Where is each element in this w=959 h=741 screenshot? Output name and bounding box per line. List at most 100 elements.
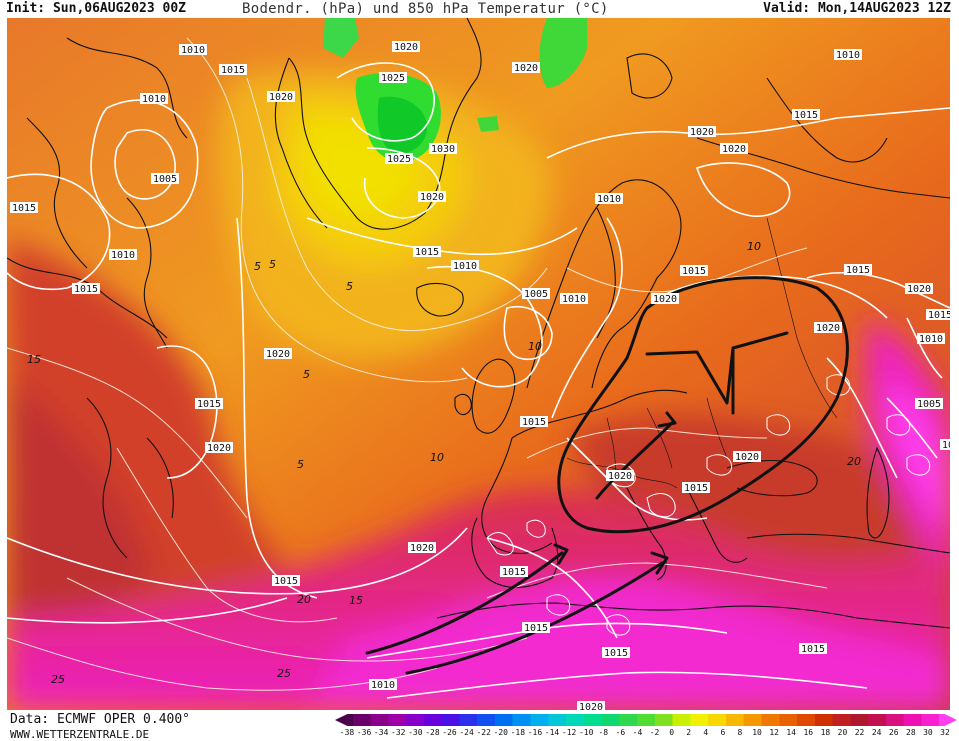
isobar-label: 1020	[606, 470, 634, 482]
svg-text:1020: 1020	[816, 323, 840, 334]
temperature-isolines	[7, 37, 828, 691]
isobar-label: 1015	[792, 109, 820, 121]
scale-tick-label: -30	[408, 728, 423, 737]
scale-tick-label: -20	[493, 728, 508, 737]
scale-tick-label: 22	[854, 728, 865, 737]
scale-tick-label: 0	[669, 728, 675, 737]
svg-text:1015: 1015	[928, 310, 950, 321]
svg-text:1015: 1015	[502, 567, 526, 578]
svg-text:1010: 1010	[453, 261, 477, 272]
annotation-arrow-2-head	[553, 543, 569, 565]
scale-tick-label: 10	[752, 728, 762, 737]
svg-text:1015: 1015	[684, 483, 708, 494]
isobar-label: 1020	[651, 293, 679, 305]
isobar-label: 1020	[720, 143, 748, 155]
svg-text:1015: 1015	[522, 417, 546, 428]
scale-tick-label: -4	[632, 728, 643, 737]
scale-tick-label: 26	[888, 728, 899, 737]
forecast-map: 1010 1015 1010 1020 1005 1015 1010 1015 1020 1015…	[7, 18, 950, 710]
isobar-label: 1015	[926, 309, 950, 321]
isotherm-label: 20	[847, 455, 861, 468]
scale-tick-label: 14	[786, 728, 797, 737]
isobar-label: 1015	[520, 416, 548, 428]
annotation-arrow-2	[365, 551, 564, 655]
svg-text:1020: 1020	[690, 127, 714, 138]
annotation-arrow-3-head	[650, 551, 669, 575]
scale-tick-label: -32	[391, 728, 406, 737]
svg-text:1020: 1020	[653, 294, 677, 305]
isotherm-label: 20	[297, 593, 311, 606]
scale-tick-label: -26	[442, 728, 457, 737]
data-source-label: Data: ECMWF OPER 0.400°	[10, 712, 191, 727]
isobar-label: 1020	[264, 348, 292, 360]
svg-text:1015: 1015	[682, 266, 706, 277]
isobar-label: 1005	[915, 398, 943, 410]
scale-tick-label: 8	[737, 728, 743, 737]
scale-tick-label: -36	[356, 728, 372, 737]
isotherm-label: 10	[430, 451, 444, 464]
isobar-label: 1010	[369, 679, 397, 691]
isobar-label: 1015	[522, 622, 550, 634]
isobar-label: 1030	[429, 143, 457, 155]
isobar-label: 1015	[682, 482, 710, 494]
svg-text:1020: 1020	[394, 42, 418, 53]
isobar-label: 1020	[688, 126, 716, 138]
svg-text:1015: 1015	[415, 247, 439, 258]
svg-text:1015: 1015	[794, 110, 818, 121]
isobar-label: 1015	[10, 202, 38, 214]
isobar-label: 1015	[602, 647, 630, 659]
scale-tick-label: -24	[459, 728, 474, 737]
scale-tick-label: 16	[803, 728, 814, 737]
svg-text:1020: 1020	[579, 702, 603, 710]
isotherm-label: 10	[528, 340, 542, 353]
svg-text:1015: 1015	[274, 576, 298, 587]
svg-text:1020: 1020	[269, 92, 293, 103]
svg-text:1010: 1010	[562, 294, 586, 305]
isobar-label: 1020	[205, 442, 233, 454]
svg-text:1020: 1020	[942, 440, 950, 451]
coastlines	[7, 18, 950, 629]
scale-tick-label: -28	[425, 728, 440, 737]
isobar-label: 1015	[413, 246, 441, 258]
svg-text:1010: 1010	[597, 194, 621, 205]
svg-text:1025: 1025	[381, 73, 405, 84]
isobar-label: 1010	[140, 93, 168, 105]
svg-text:1020: 1020	[608, 471, 632, 482]
isobar-label: 1010	[560, 293, 588, 305]
isobar-label: 1010	[179, 44, 207, 56]
color-scale-bar	[335, 714, 957, 726]
scale-tick-label: -22	[476, 728, 491, 737]
svg-text:1020: 1020	[266, 349, 290, 360]
scale-tick-label: -6	[615, 728, 626, 737]
isobar-label: 1015	[219, 64, 247, 76]
isotherm-label: 15	[27, 353, 41, 366]
isobar-label: 1005	[522, 288, 550, 300]
isotherm-label: 5	[303, 368, 310, 381]
scale-tick-label: 2	[686, 728, 692, 737]
isotherm-label: 5	[269, 258, 276, 271]
isotherm-label: 5	[297, 458, 304, 471]
svg-text:1005: 1005	[524, 289, 548, 300]
isotherm-label: 15	[349, 594, 363, 607]
isobar-label: 1015	[195, 398, 223, 410]
annotation-ridge	[645, 331, 789, 405]
svg-text:1015: 1015	[74, 284, 98, 295]
isobar-label: 1020	[267, 91, 295, 103]
svg-text:1025: 1025	[387, 154, 411, 165]
isobar-label: 1005	[151, 173, 179, 185]
valid-time-label: Valid: Mon,14AUG2023 12Z	[763, 1, 951, 16]
init-time-label: Init: Sun,06AUG2023 00Z	[6, 1, 187, 16]
svg-text:1020: 1020	[907, 284, 931, 295]
isobar-label: 1020	[733, 451, 761, 463]
svg-text:1015: 1015	[12, 203, 36, 214]
svg-text:1010: 1010	[919, 334, 943, 345]
isobar-label: 1020	[408, 542, 436, 554]
svg-text:1030: 1030	[431, 144, 455, 155]
svg-text:1005: 1005	[153, 174, 177, 185]
isobar-label: 1015	[680, 265, 708, 277]
scale-tick-label: -2	[649, 728, 660, 737]
isobar-label: 1025	[379, 72, 407, 84]
